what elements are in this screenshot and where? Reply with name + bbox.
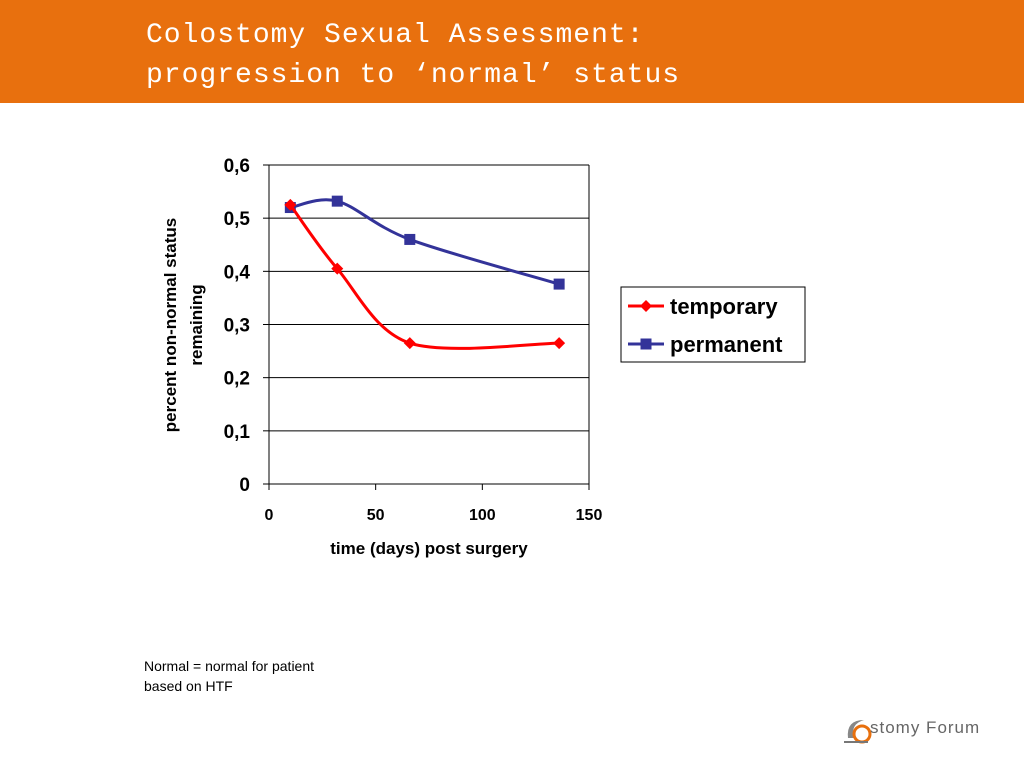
x-tick-label: 50 bbox=[367, 507, 385, 524]
series-line-temporary bbox=[289, 203, 560, 350]
y-tick-label: 0,5 bbox=[224, 209, 251, 230]
legend-marker-temporary bbox=[640, 300, 652, 312]
y-tick-label: 0,1 bbox=[224, 422, 251, 443]
x-tick-label: 150 bbox=[576, 507, 603, 524]
logo-swoosh-icon bbox=[844, 720, 872, 744]
data-point-temporary bbox=[553, 337, 566, 350]
data-point-temporary bbox=[331, 262, 344, 275]
legend-label-temporary: temporary bbox=[670, 294, 778, 319]
data-point-temporary bbox=[403, 337, 416, 350]
y-tick-label: 0,2 bbox=[224, 369, 250, 390]
y-axis-label-line-2: remaining bbox=[187, 284, 206, 365]
legend-box bbox=[620, 286, 806, 363]
data-point-permanent bbox=[331, 195, 343, 207]
y-axis-label: percent non-normal status remaining bbox=[161, 218, 206, 432]
footnote-line-2: based on HTF bbox=[144, 678, 233, 694]
footnote-line-1: Normal = normal for patient bbox=[144, 658, 315, 674]
legend-label-permanent: permanent bbox=[670, 332, 783, 357]
slide-title-line-2: progression to ‘normal’ status bbox=[146, 60, 681, 91]
gridlines bbox=[269, 164, 589, 485]
y-tick-label: 0 bbox=[239, 475, 250, 496]
x-tick-label: 0 bbox=[265, 507, 274, 524]
y-tick-label: 0,4 bbox=[224, 262, 251, 283]
legend-marker-permanent bbox=[640, 338, 652, 350]
footnote: Normal = normal for patient based on HTF bbox=[144, 656, 314, 696]
axes bbox=[263, 164, 590, 490]
y-tick-label: 0,3 bbox=[224, 316, 250, 337]
x-axis-label: time (days) post surgery bbox=[330, 539, 528, 558]
data-point-permanent bbox=[553, 278, 565, 290]
logo-text: stomy Forum bbox=[870, 718, 981, 737]
legend: temporary permanent bbox=[620, 286, 806, 363]
data-point-temporary bbox=[284, 198, 297, 211]
y-tick-label: 0,6 bbox=[224, 156, 250, 177]
slide-title-line-1: Colostomy Sexual Assessment: bbox=[146, 20, 645, 51]
data-point-permanent bbox=[404, 233, 416, 245]
tick-labels: 0 0,1 0,2 0,3 0,4 0,5 0,6 0 50 100 150 bbox=[224, 156, 603, 524]
x-tick-label: 100 bbox=[469, 507, 496, 524]
series-layer bbox=[284, 195, 566, 350]
y-axis-label-line-1: percent non-normal status bbox=[161, 218, 180, 432]
title-bar: Colostomy Sexual Assessment: progression… bbox=[0, 0, 1024, 103]
series-line-permanent bbox=[290, 198, 560, 286]
ostomy-forum-logo: stomy Forum bbox=[842, 708, 992, 748]
